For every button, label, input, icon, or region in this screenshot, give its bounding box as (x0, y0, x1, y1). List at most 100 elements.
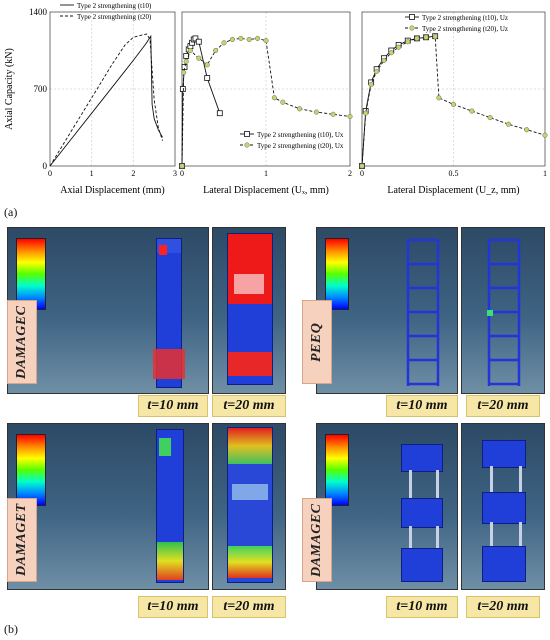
legend-entry: Type 2 strengthening (t20) (77, 13, 152, 21)
frame-segment (409, 470, 439, 498)
label-t10-b: t=10 mm (386, 395, 458, 417)
data-point (187, 47, 193, 54)
series-line (49, 34, 163, 167)
legend-marker (409, 14, 415, 20)
data-point (330, 111, 336, 117)
x-tick-label: 2 (348, 169, 352, 178)
fea-image-damagec2-t10 (316, 423, 458, 590)
legend-colorbar (325, 434, 349, 506)
column-model (153, 238, 185, 388)
data-point (179, 86, 186, 92)
x-axis-label: Axial Displacement (mm) (60, 185, 164, 196)
y-tick-label: 700 (34, 84, 48, 94)
legend-colorbar (16, 238, 46, 310)
data-point (469, 108, 475, 114)
box-segment-top (482, 440, 526, 468)
label-t20-b: t=20 mm (466, 395, 540, 417)
label-t10-a: t=10 mm (138, 395, 208, 417)
data-point (432, 34, 438, 40)
data-point (542, 132, 548, 138)
label-damaget: DAMAGET (7, 498, 37, 582)
fea-image-damaget-t10 (7, 423, 209, 590)
box-segment-bottom (401, 548, 443, 582)
label-t10-d: t=10 mm (386, 596, 458, 618)
data-point (255, 35, 261, 41)
data-point (280, 99, 286, 105)
data-point (246, 36, 252, 43)
data-point (524, 127, 530, 133)
fea-image-peeq-t10 (316, 227, 458, 394)
y-tick-label: 0 (43, 161, 48, 171)
x-tick-label: 2 (131, 169, 135, 178)
data-point (396, 44, 402, 50)
legend-entry: Type 2 strengthening (t20), Ux (257, 142, 344, 150)
data-point (216, 110, 223, 117)
fea-image-damagec2-t20 (461, 423, 545, 590)
data-point (229, 36, 235, 43)
data-point (313, 109, 319, 115)
column-model (227, 233, 273, 385)
series-line (49, 33, 163, 167)
x-tick-label: 3 (173, 169, 177, 178)
data-point (204, 75, 211, 81)
frame-segment (490, 466, 522, 492)
label-damagec2: DAMAGEC (302, 498, 332, 582)
legend-entry: Type 2 strengthening (t20), Uz (422, 25, 508, 33)
label-t20-d: t=20 mm (466, 596, 540, 618)
label-t20-a: t=20 mm (212, 395, 286, 417)
data-point (297, 106, 303, 112)
chart-lateral-uz: 0 0.5 1 Lateral Displacement (U_z, mm) Type … (359, 11, 548, 196)
data-point (423, 34, 429, 40)
data-point (183, 58, 189, 65)
x-tick-label: 0.5 (449, 169, 459, 178)
chart-lateral-ux: 0 1 2 Lateral Displacement (Uₓ, mm) Type 2 s… (179, 11, 353, 196)
frame-segment (490, 522, 522, 546)
legend-entry: Type 2 strengthening (t10), Uz (422, 14, 508, 22)
data-point (388, 50, 394, 56)
legend-marker (409, 25, 415, 31)
data-point (450, 101, 457, 107)
legend-entry: Type 2 strengthening (t10), Ux (257, 131, 344, 139)
data-point (414, 35, 420, 41)
x-tick-label: 1 (264, 169, 268, 178)
label-damagec: DAMAGEC (7, 300, 37, 384)
x-axis-label: Lateral Displacement (Uₓ, mm) (203, 185, 329, 196)
label-t20-c: t=20 mm (212, 596, 286, 618)
label-peeq: PEEQ (302, 300, 332, 384)
data-point (487, 115, 493, 121)
label-t10-c: t=10 mm (138, 596, 208, 618)
data-point (381, 57, 387, 63)
y-axis-label: Axial Capacity (kN) (4, 48, 15, 130)
data-point (347, 113, 353, 120)
data-point (195, 38, 202, 45)
data-point (213, 47, 219, 54)
data-point (192, 35, 199, 42)
series-line (361, 35, 436, 167)
fea-image-peeq-t20 (461, 227, 545, 394)
chart-axial: 0 1 2 3 0 700 1400 Axial Displacement (mm) Axial… (4, 2, 177, 196)
x-tick-label: 1 (90, 169, 94, 178)
box-segment-mid (401, 498, 443, 528)
fea-image-damaget-t20 (212, 423, 286, 590)
fig-label-b: (b) (4, 622, 18, 636)
legend-colorbar (16, 434, 46, 506)
plot-frame (49, 11, 176, 167)
x-tick-label: 0 (48, 169, 52, 178)
legend-colorbar (325, 238, 349, 310)
data-point (263, 38, 269, 44)
plot-frame (361, 11, 546, 167)
data-point (368, 82, 374, 88)
box-segment-top (401, 444, 443, 472)
frame-model (406, 238, 440, 386)
data-point (204, 62, 210, 68)
data-point (436, 95, 442, 101)
box-segment-bottom (482, 546, 526, 582)
data-point (271, 95, 277, 101)
data-point (238, 35, 244, 41)
data-point (179, 163, 185, 169)
data-point (405, 39, 411, 45)
frame-model (487, 238, 521, 386)
legend-marker (244, 131, 250, 137)
fea-image-damagec-t20 (212, 227, 286, 394)
